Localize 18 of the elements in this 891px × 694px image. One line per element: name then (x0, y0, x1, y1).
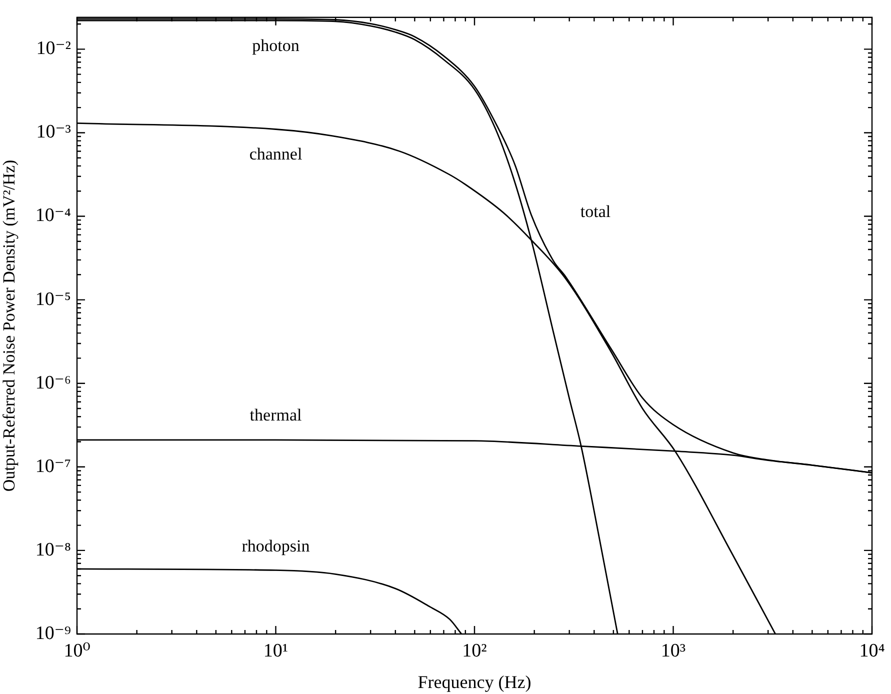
y-tick-label: 10⁻⁴ (35, 205, 72, 226)
x-axis-title: Frequency (Hz) (418, 672, 532, 692)
y-tick-label: 10⁻⁷ (35, 456, 71, 477)
series-label: channel (249, 144, 302, 164)
y-tick-label: 10⁻³ (36, 122, 72, 143)
y-tick-label: 10⁻⁸ (35, 539, 71, 560)
text: total (580, 202, 611, 221)
x-tick-label: 10¹ (263, 640, 288, 662)
x-tick-label: 10³ (660, 640, 686, 662)
y-tick-label: 10⁻⁵ (35, 288, 71, 310)
y-tick-label: 10⁻² (36, 38, 72, 60)
series-label: rhodopsin (242, 536, 310, 556)
y-axis-title: Output-Referred Noise Power Density (mV²/Hz) (0, 160, 19, 492)
legend-label: photon (252, 36, 300, 56)
x-tick-label: 10² (462, 640, 488, 662)
series-label: thermal (250, 405, 302, 424)
y-tick-label: 10⁻⁶ (35, 372, 71, 394)
x-tick-label: 10⁴ (859, 640, 886, 662)
